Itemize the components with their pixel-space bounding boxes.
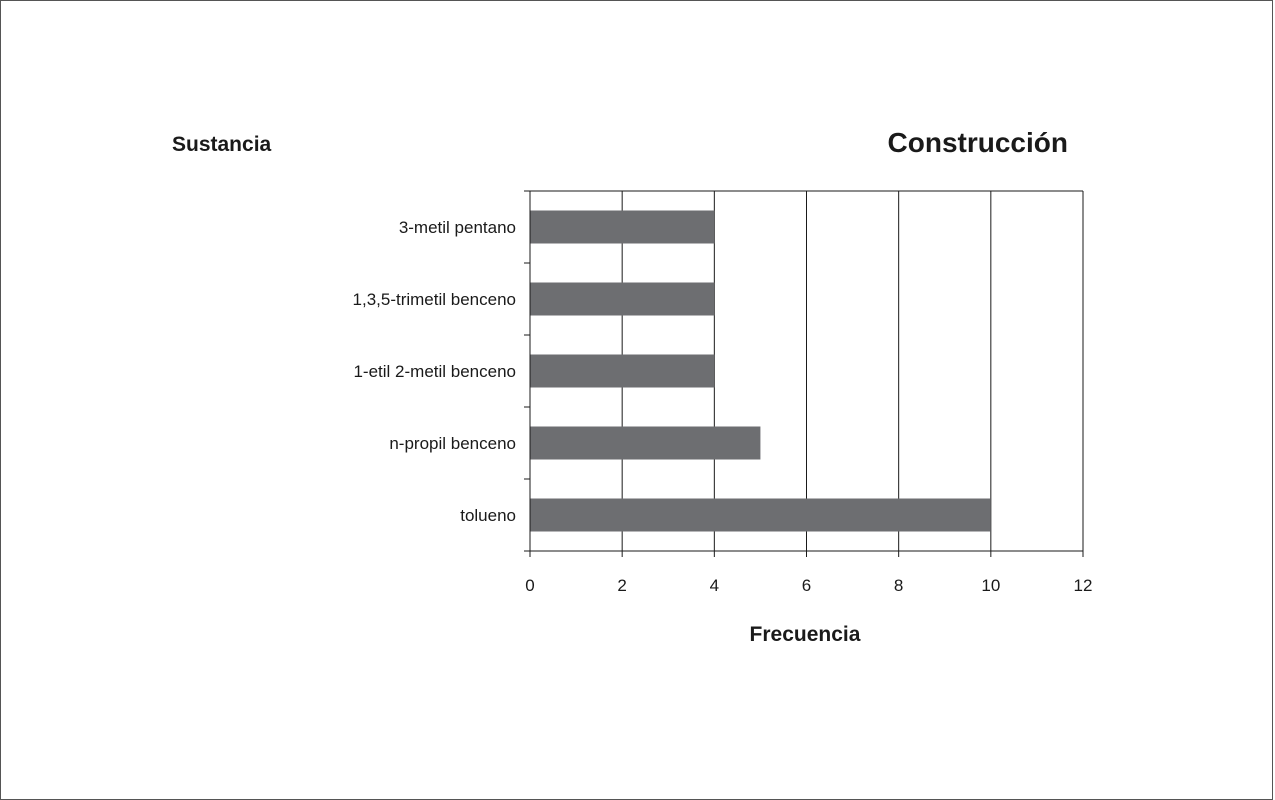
category-label-5: tolueno (460, 506, 516, 525)
bar-4 (530, 426, 761, 460)
x-tick-label-10: 10 (981, 576, 1000, 595)
category-label-2: 1,3,5-trimetil benceno (353, 290, 516, 309)
axes (524, 190, 1084, 557)
x-tick-label-8: 8 (894, 576, 903, 595)
x-tick-labels: 0 2 4 6 8 10 12 (525, 576, 1092, 595)
bar-2 (530, 282, 715, 316)
y-axis-title: Sustancia (172, 133, 272, 156)
x-tick-label-2: 2 (617, 576, 626, 595)
x-tick-label-12: 12 (1074, 576, 1093, 595)
bars (530, 210, 991, 532)
x-axis-title: Frecuencia (750, 623, 861, 646)
category-label-4: n-propil benceno (389, 434, 516, 453)
bar-1 (530, 210, 715, 244)
category-label-1: 3-metil pentano (399, 218, 516, 237)
category-labels: 3-metil pentano 1,3,5-trimetil benceno 1-e… (353, 218, 516, 525)
chart-title: Construcción (888, 127, 1068, 158)
bar-chart: Construcción Sustancia Frecuencia 0 2 4 6 8 1… (172, 127, 1092, 646)
x-tick-label-4: 4 (710, 576, 719, 595)
x-tick-label-0: 0 (525, 576, 534, 595)
bar-3 (530, 354, 715, 388)
category-label-3: 1-etil 2-metil benceno (353, 362, 516, 381)
gridlines (530, 190, 1084, 551)
bar-5 (530, 498, 991, 532)
x-tick-label-6: 6 (802, 576, 811, 595)
